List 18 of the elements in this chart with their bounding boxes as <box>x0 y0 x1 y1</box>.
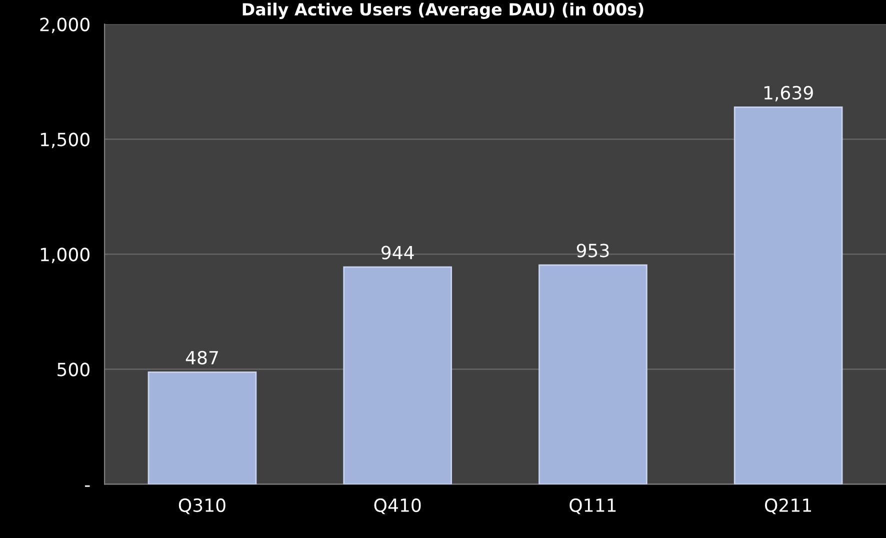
bar <box>343 266 452 484</box>
data-label: 1,639 <box>764 86 813 102</box>
y-tick-label: - <box>85 485 90 487</box>
data-label: 953 <box>576 244 609 258</box>
y-tick-label: 500 <box>58 362 90 376</box>
bar <box>538 264 648 484</box>
chart-title: Daily Active Users (Average DAU) (in 000s) <box>242 2 644 19</box>
y-tick-label: 2,000 <box>40 18 90 34</box>
bar <box>734 106 843 484</box>
x-tick-label: Q111 <box>570 498 616 514</box>
data-label: 944 <box>382 246 414 260</box>
x-tick-label: Q310 <box>178 498 226 514</box>
y-tick-label: 1,500 <box>40 132 90 148</box>
x-tick-label: Q211 <box>764 498 811 514</box>
y-tick-label: 1,000 <box>40 248 90 264</box>
x-tick-label: Q410 <box>374 498 421 514</box>
data-label: 487 <box>186 350 218 365</box>
bar <box>148 371 257 484</box>
